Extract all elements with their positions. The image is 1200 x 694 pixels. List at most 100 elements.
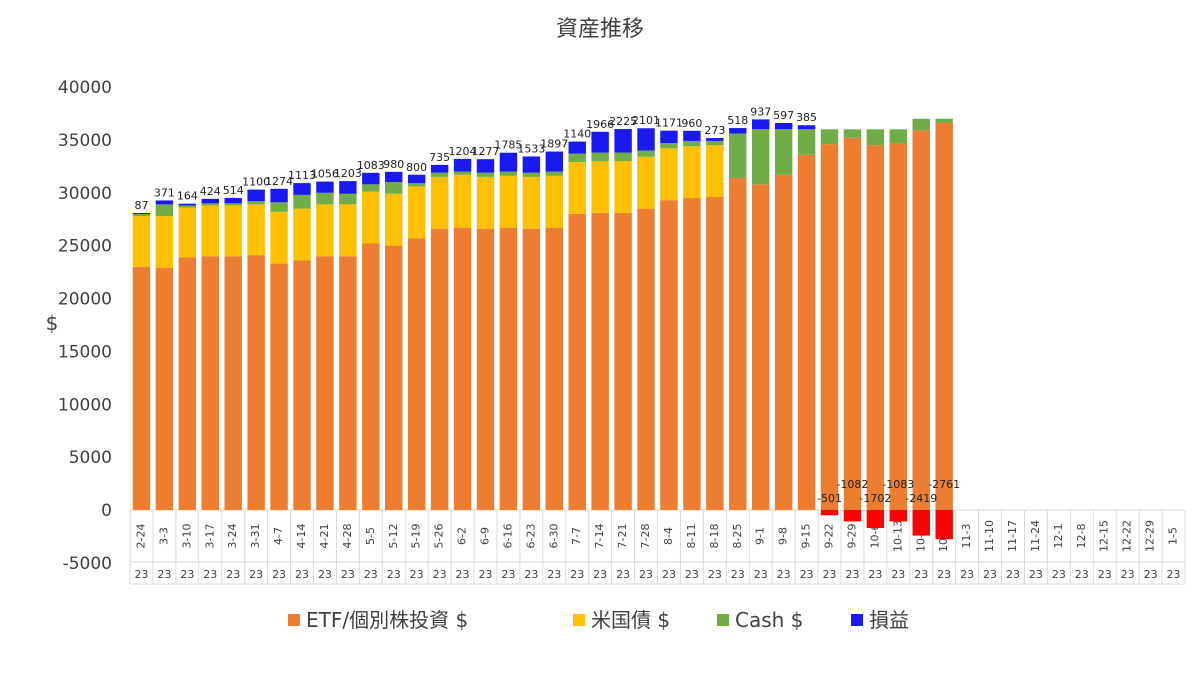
x-year-label: 23 — [983, 568, 997, 581]
data-label: 514 — [223, 184, 244, 197]
bar-segment — [453, 158, 472, 172]
bar-segment — [499, 175, 518, 228]
bar-segment — [476, 228, 495, 510]
x-year-label: 23 — [1098, 568, 1112, 581]
bar-segment — [499, 227, 518, 510]
x-tick-label: 3-31 — [249, 524, 262, 549]
data-label: -1082 — [836, 478, 868, 491]
bar-segment — [385, 182, 403, 194]
legend-label: 米国債 $ — [591, 608, 670, 632]
bar-segment — [797, 154, 816, 510]
x-tick-label: 7-21 — [616, 524, 629, 549]
legend-swatch — [851, 614, 863, 626]
y-tick-label: 20000 — [58, 290, 112, 310]
x-year-label: 23 — [272, 568, 286, 581]
bar-segment — [476, 172, 495, 177]
x-year-label: 23 — [318, 568, 332, 581]
data-label: 937 — [750, 105, 771, 118]
bar-segment — [568, 141, 586, 154]
data-label: 980 — [383, 158, 404, 171]
bar-segment — [178, 257, 197, 510]
x-tick-label: 6-9 — [478, 527, 491, 545]
data-label: 385 — [796, 111, 817, 124]
legend-swatch — [717, 614, 729, 626]
bar-segment — [522, 156, 541, 173]
bar-segment — [178, 203, 197, 206]
bar-segment — [407, 238, 426, 510]
x-tick-label: 2-24 — [134, 524, 147, 549]
x-tick-label: 7-14 — [593, 524, 606, 549]
bar-segment — [293, 260, 311, 510]
data-label: 1533 — [517, 142, 545, 155]
x-year-label: 23 — [1052, 568, 1066, 581]
legend-label: 損益 — [869, 608, 909, 632]
x-year-label: 23 — [731, 568, 745, 581]
bar-segment — [155, 204, 174, 217]
y-tick-label: -5000 — [63, 554, 112, 574]
bar-segment — [316, 181, 334, 193]
bar-segment — [889, 510, 908, 522]
bar-segment — [568, 162, 586, 214]
bar-segment — [430, 172, 449, 177]
bar-segment — [568, 153, 586, 163]
x-year-label: 23 — [478, 568, 492, 581]
data-label: 1056 — [311, 168, 339, 181]
x-year-label: 23 — [1121, 568, 1135, 581]
bar-segment — [912, 510, 930, 536]
bar-segment — [247, 204, 265, 256]
bars — [132, 118, 953, 540]
bar-segment — [637, 156, 655, 209]
x-year-label: 23 — [501, 568, 515, 581]
bar-segment — [224, 197, 242, 204]
bar-segment — [614, 161, 632, 213]
data-label: 1083 — [357, 159, 385, 172]
x-year-label: 23 — [547, 568, 561, 581]
x-tick-label: 12-8 — [1075, 524, 1088, 549]
y-tick-label: 25000 — [58, 237, 112, 257]
x-year-label: 23 — [295, 568, 309, 581]
x-year-label: 23 — [1167, 568, 1181, 581]
x-year-label: 23 — [157, 568, 171, 581]
x-tick-label: 6-16 — [501, 524, 514, 549]
x-year-label: 23 — [754, 568, 768, 581]
bar-segment — [797, 125, 816, 130]
x-tick-label: 9-29 — [845, 524, 858, 549]
bar-segment — [430, 164, 449, 173]
x-year-label: 23 — [960, 568, 974, 581]
bar-segment — [568, 213, 586, 510]
x-tick-label: 9-15 — [800, 524, 813, 549]
bar-segment — [774, 129, 793, 175]
x-tick-label: 12-1 — [1052, 524, 1065, 549]
bar-segment — [706, 138, 724, 141]
data-label: 371 — [154, 186, 175, 199]
data-label: 1100 — [242, 176, 270, 189]
bar-segment — [407, 183, 426, 187]
bar-segment — [774, 174, 793, 510]
bar-segment — [843, 510, 862, 522]
x-year-label: 23 — [456, 568, 470, 581]
bar-segment — [132, 216, 151, 267]
bar-segment — [660, 200, 678, 510]
bar-segment — [614, 212, 632, 510]
data-label: 800 — [406, 161, 427, 174]
x-tick-label: 8-4 — [662, 527, 675, 545]
data-label: 164 — [177, 190, 198, 203]
x-year-label: 23 — [433, 568, 447, 581]
data-label: 960 — [681, 117, 702, 130]
bar-segment — [132, 213, 151, 217]
x-tick-label: 12-29 — [1144, 520, 1157, 552]
bar-segment — [270, 211, 288, 264]
x-tick-label: 3-10 — [180, 524, 193, 549]
bar-segment — [339, 181, 357, 194]
bar-segment — [866, 129, 885, 146]
bar-segment — [843, 129, 862, 138]
data-label: 1203 — [334, 167, 362, 180]
y-tick-label: 15000 — [58, 342, 112, 362]
bar-segment — [637, 150, 655, 157]
x-tick-label: 11-17 — [1006, 520, 1019, 552]
data-label: 1277 — [471, 145, 499, 158]
x-tick-label: 11-3 — [960, 524, 973, 549]
x-year-label: 23 — [1075, 568, 1089, 581]
data-label: 1204 — [449, 145, 477, 158]
